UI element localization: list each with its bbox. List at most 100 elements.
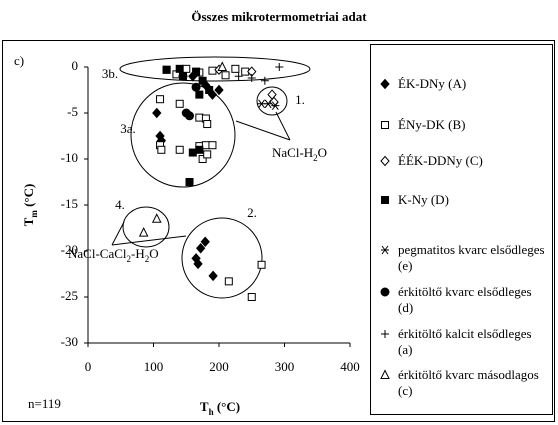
point <box>257 260 266 269</box>
point <box>138 226 149 237</box>
point <box>152 107 162 119</box>
point <box>217 61 228 71</box>
legend-marker <box>380 155 390 167</box>
y-tick-label: 0 <box>72 58 79 73</box>
point <box>247 74 256 83</box>
point <box>208 66 217 75</box>
point <box>175 145 184 154</box>
group-circle <box>256 86 288 116</box>
point <box>201 141 210 150</box>
y-tick-label: -15 <box>61 196 78 211</box>
point <box>156 95 165 104</box>
annotation: 4. <box>115 197 125 212</box>
point <box>234 72 243 81</box>
text-part: NaCl-CaCl <box>68 246 127 261</box>
point <box>185 178 194 186</box>
text-part: h <box>209 407 214 417</box>
text-part: T <box>200 399 209 414</box>
annotation: 3a. <box>120 121 136 136</box>
point <box>264 99 273 109</box>
text-part: 2 <box>145 254 150 264</box>
legend-marker <box>381 196 389 204</box>
legend-label: pegmatitos kvarc elsődleges (e) <box>398 242 545 273</box>
point <box>203 120 212 129</box>
text-part: m <box>29 210 39 218</box>
point <box>247 293 256 301</box>
legend-marker <box>380 369 390 379</box>
point <box>198 155 207 163</box>
group-ellipse <box>119 56 311 82</box>
legend-label: ÉK-DNy (A) <box>398 76 467 91</box>
legend-marker <box>381 330 389 338</box>
legend-marker <box>380 78 390 90</box>
text-part: NaCl-H <box>272 145 313 160</box>
point <box>175 64 184 73</box>
legend-label: érkitöltő kalcit elsődleges (a) <box>398 326 532 357</box>
point <box>192 67 201 76</box>
point <box>208 141 217 150</box>
panel-label: c) <box>14 53 24 68</box>
point <box>208 270 218 282</box>
outer-frame <box>2 40 555 422</box>
legend-label: ÉNy-DK (B) <box>398 117 466 132</box>
x-tick-label: 300 <box>275 359 295 374</box>
point <box>205 86 214 94</box>
point <box>198 76 207 85</box>
point <box>182 64 191 73</box>
text-part: 2 <box>127 254 132 264</box>
y-tick-label: -25 <box>61 288 78 303</box>
annotation: 3b. <box>102 66 118 81</box>
text-part: O <box>318 145 327 160</box>
point <box>214 84 224 96</box>
x-tick-label: 0 <box>85 359 92 374</box>
text-part: O <box>149 246 158 261</box>
point <box>195 113 204 122</box>
point <box>260 76 269 85</box>
text-part: 2 <box>313 153 318 163</box>
x-tick-label: 100 <box>144 359 164 374</box>
y-tick-label: -20 <box>61 242 78 257</box>
x-tick-label: 200 <box>209 359 229 374</box>
point <box>221 71 230 80</box>
point <box>185 111 195 121</box>
x-axis-label: Th (°C) <box>200 399 240 417</box>
groups <box>111 56 311 299</box>
legend-marker <box>380 287 390 297</box>
point <box>151 213 162 223</box>
point <box>200 236 210 248</box>
point <box>224 277 233 286</box>
point <box>195 90 204 99</box>
text-part: (°C) <box>21 184 36 211</box>
group-circle <box>181 217 263 299</box>
annotation: 1. <box>295 92 305 107</box>
point <box>203 150 212 159</box>
point <box>188 148 197 157</box>
y-tick-label: -10 <box>61 150 78 165</box>
point <box>195 145 204 154</box>
y-tick-label: -30 <box>61 334 78 349</box>
group-circle <box>130 82 236 188</box>
legend-frame <box>370 44 553 415</box>
text-part: -H <box>131 246 145 261</box>
text-part: T <box>21 217 36 226</box>
legend-label: érkitöltő kvarc elsődleges (d) <box>398 284 532 315</box>
annotation: 2. <box>247 205 257 220</box>
x-tick-label: 400 <box>340 359 360 374</box>
arrow-label: NaCl-CaCl2-H2O <box>68 246 159 264</box>
legend-marker <box>381 245 389 255</box>
legend-label: K-Ny (D) <box>398 192 449 207</box>
point <box>275 63 284 71</box>
group-circle <box>122 206 170 248</box>
point <box>191 82 201 92</box>
point <box>178 71 188 81</box>
legend-label: ÉÉK-DDNy (C) <box>398 153 483 168</box>
point <box>157 145 166 154</box>
point <box>271 101 280 110</box>
arrow <box>111 111 291 246</box>
point <box>195 242 206 254</box>
y-axis-label: Tm (°C) <box>21 184 39 227</box>
arrow-label: NaCl-H2O <box>272 145 327 163</box>
chart-title: Összes mikrotermometriai adat <box>191 9 367 24</box>
